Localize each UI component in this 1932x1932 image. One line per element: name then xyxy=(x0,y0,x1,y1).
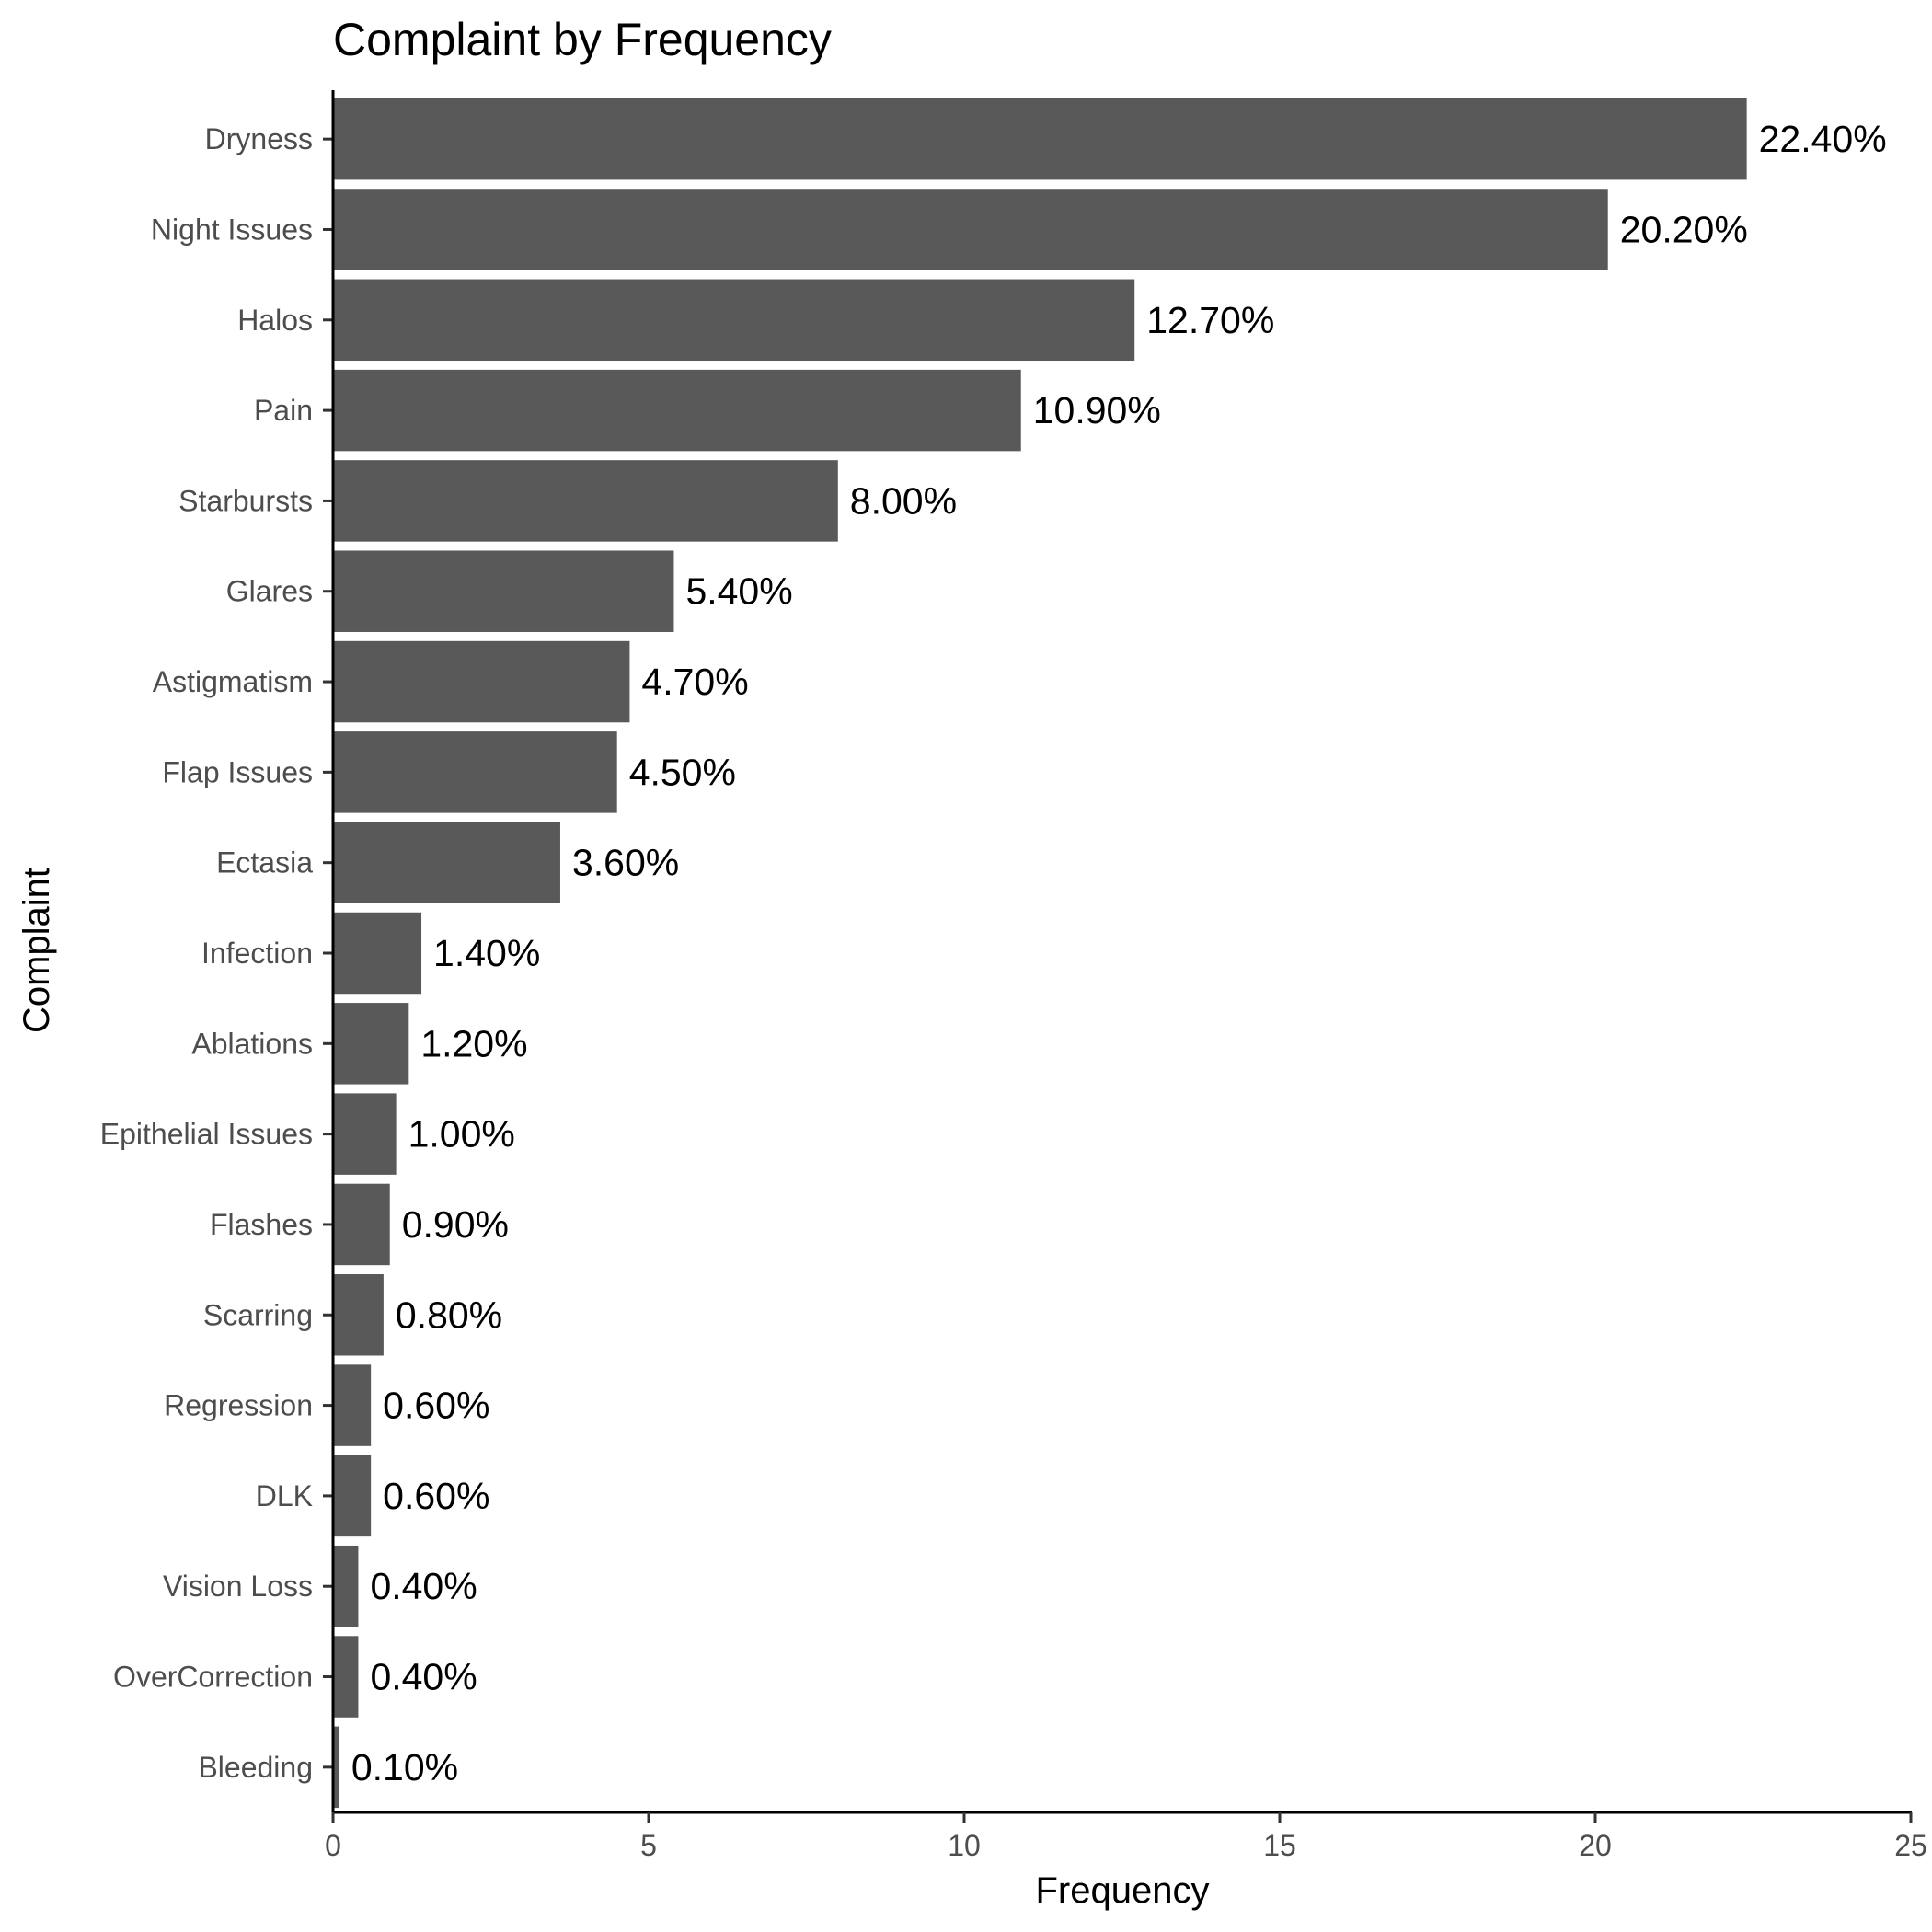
y-tick-label: Night Issues xyxy=(151,213,313,246)
data-label: 20.20% xyxy=(1620,208,1748,250)
bar-vision-loss xyxy=(333,1545,359,1627)
x-axis-title: Frequency xyxy=(1036,1870,1210,1911)
y-tick-label: Ectasia xyxy=(216,846,313,880)
bar-ectasia xyxy=(333,822,560,903)
x-tick-label: 0 xyxy=(325,1829,341,1862)
bar-ablations xyxy=(333,1003,409,1085)
x-tick-label: 15 xyxy=(1263,1829,1296,1862)
data-label: 1.40% xyxy=(433,932,540,974)
bar-halos xyxy=(333,279,1135,362)
bar-overcorrection xyxy=(333,1636,359,1718)
data-label: 0.60% xyxy=(383,1385,489,1427)
x-tick-label: 10 xyxy=(948,1829,981,1862)
y-tick-label: Astigmatism xyxy=(153,665,313,698)
bar-epithelial-issues xyxy=(333,1093,397,1175)
data-label: 3.60% xyxy=(572,842,679,884)
y-axis: Dryness Night Issues Halos Pain Starbursts Gl… xyxy=(100,90,335,1813)
bar-scarring xyxy=(333,1274,384,1356)
y-tick-label: Regression xyxy=(164,1389,313,1422)
chart-title: Complaint by Frequency xyxy=(333,14,832,65)
bar-regression xyxy=(333,1364,372,1446)
bar-flashes xyxy=(333,1183,390,1266)
data-labels-layer: 22.40% 20.20% 12.70% 10.90% 8.00% 5.40% 4.70% 4… xyxy=(351,118,1887,1788)
y-tick-label: DLK xyxy=(256,1479,313,1512)
y-tick-label: Scarring xyxy=(203,1298,313,1331)
bar-infection xyxy=(333,912,422,995)
data-label: 10.90% xyxy=(1033,389,1161,431)
y-tick-label: Infection xyxy=(201,937,313,970)
x-tick-label: 5 xyxy=(640,1829,657,1862)
bars-layer xyxy=(333,98,1747,1809)
x-tick-label: 25 xyxy=(1894,1829,1927,1862)
data-label: 12.70% xyxy=(1146,299,1274,341)
bar-astigmatism xyxy=(333,640,630,723)
bar-night-issues xyxy=(333,189,1608,270)
data-label: 4.70% xyxy=(641,661,748,703)
y-tick-label: Starbursts xyxy=(178,484,313,517)
bar-glares xyxy=(333,550,674,632)
bar-bleeding xyxy=(333,1726,339,1809)
bar-pain xyxy=(333,369,1021,452)
y-tick-label: Ablations xyxy=(191,1027,313,1060)
bar-dryness xyxy=(333,98,1747,180)
data-label: 4.50% xyxy=(629,751,736,793)
x-axis: 0 5 10 15 20 25 xyxy=(325,1811,1927,1862)
bar-dlk xyxy=(333,1455,372,1537)
data-label: 0.80% xyxy=(396,1294,502,1336)
bar-starbursts xyxy=(333,460,838,542)
y-axis-title: Complaint xyxy=(17,868,57,1033)
data-label: 0.90% xyxy=(402,1203,509,1246)
data-label: 0.40% xyxy=(370,1656,477,1698)
data-label: 1.20% xyxy=(420,1022,527,1064)
data-label: 1.00% xyxy=(408,1113,515,1156)
y-tick-label: Bleeding xyxy=(198,1751,313,1784)
y-tick-label: Pain xyxy=(254,394,313,427)
y-tick-label: Glares xyxy=(226,575,313,608)
data-label: 0.10% xyxy=(351,1746,458,1788)
data-label: 0.60% xyxy=(383,1475,489,1517)
data-label: 0.40% xyxy=(370,1565,477,1607)
y-tick-label: Vision Loss xyxy=(163,1570,313,1603)
y-tick-label: Halos xyxy=(237,304,313,337)
data-label: 8.00% xyxy=(850,479,957,522)
y-tick-label: Epithelial Issues xyxy=(100,1118,313,1151)
y-tick-label: Flashes xyxy=(210,1208,313,1241)
y-tick-label: Flap Issues xyxy=(162,755,313,788)
x-tick-label: 20 xyxy=(1579,1829,1612,1862)
data-label: 22.40% xyxy=(1759,118,1887,160)
y-tick-label: OverCorrection xyxy=(113,1661,313,1694)
data-label: 5.40% xyxy=(685,570,792,613)
y-tick-label: Dryness xyxy=(205,122,313,155)
bar-flap-issues xyxy=(333,731,617,813)
